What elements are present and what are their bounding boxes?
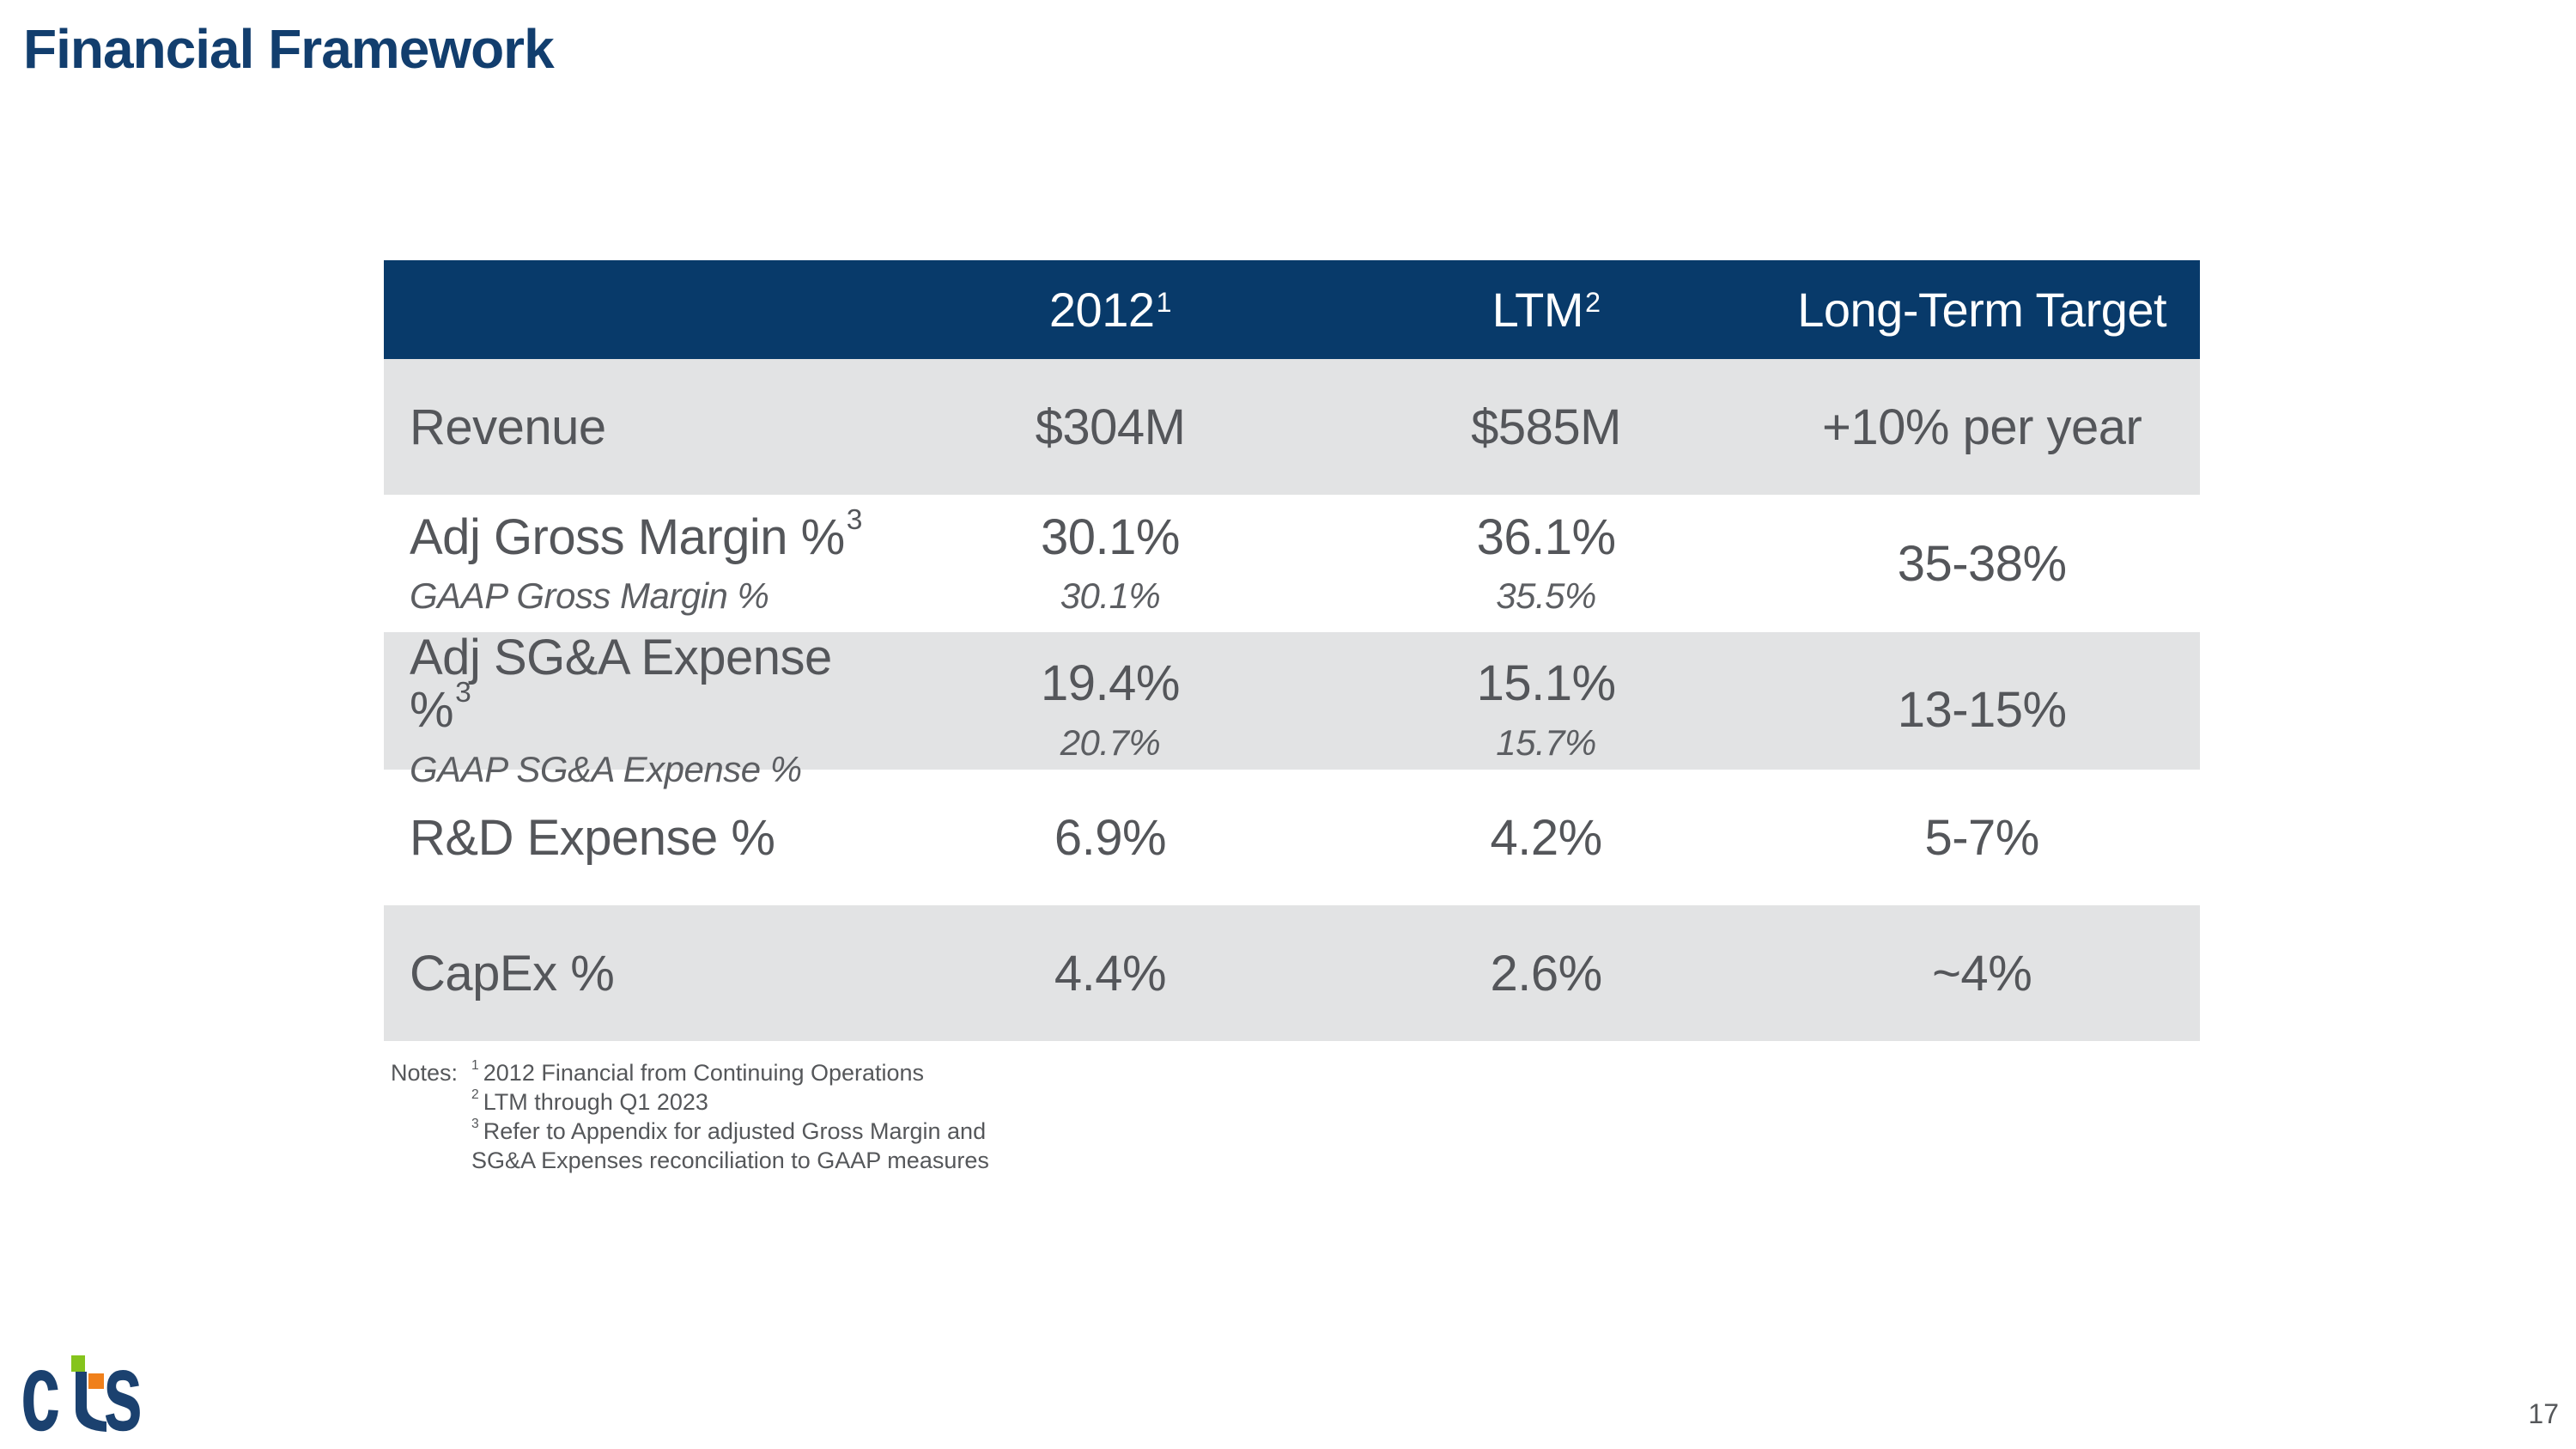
logo-orange-square (88, 1373, 104, 1389)
row-label: R&D Expense % (410, 809, 775, 866)
row-sub-label: GAAP SG&A Expense % (410, 748, 802, 789)
row-label-text: Adj Gross Margin % (410, 508, 845, 565)
value-ltm: 15.1% (1476, 655, 1616, 712)
cts-logo: c s (21, 1330, 143, 1449)
row-label: Revenue (410, 399, 606, 455)
table-row-rd-expense: R&D Expense % 6.9% 4.2% 5-7% (384, 770, 2200, 905)
footnote-3: 3 Refer to Appendix for adjusted Gross Ma… (471, 1117, 1038, 1175)
value-ltm: 36.1% (1476, 508, 1616, 565)
footnote-2-text: LTM through Q1 2023 (483, 1089, 708, 1115)
value-target: 13-15% (1897, 682, 2067, 739)
footnote-2: 2 LTM through Q1 2023 (471, 1087, 1038, 1117)
header-2012-cell: 2012 1 (1048, 283, 1172, 337)
row-label-cell: Adj Gross Margin %3 GAAP Gross Margin % (384, 495, 892, 632)
sub-value-ltm: 15.7% (1496, 722, 1596, 764)
header-target-label: Long-Term Target (1797, 283, 2167, 337)
row-label-footnote-marker: 3 (846, 503, 863, 536)
header-metric-cell (384, 260, 892, 359)
page-title: Financial Framework (23, 18, 555, 80)
row-label: CapEx % (410, 945, 615, 1002)
cts-logo-letters: c s (21, 1330, 143, 1449)
header-target-cell: Long-Term Target (1764, 260, 2200, 359)
value-ltm: $585M (1471, 399, 1621, 455)
value-2012: $304M (1035, 399, 1186, 455)
value-ltm-cell: 15.1% 15.7% (1328, 632, 1765, 788)
table-row-revenue: Revenue $304M $585M +10% per year (384, 359, 2200, 495)
footnote-3-text: Refer to Appendix for adjusted Gross Mar… (471, 1118, 989, 1173)
footnote-1-text: 2012 Financial from Continuing Operation… (483, 1060, 925, 1086)
value-2012: 6.9% (1054, 809, 1167, 866)
row-sub-label: GAAP Gross Margin % (410, 575, 769, 617)
value-2012: 19.4% (1041, 655, 1180, 712)
sub-value-2012: 20.7% (1060, 722, 1161, 764)
financial-table: 2012 1 LTM 2 Long-Term Target Revenue $304… (384, 260, 2200, 1041)
sub-value-ltm: 35.5% (1496, 575, 1596, 617)
value-ltm: 4.2% (1490, 809, 1602, 866)
value-target: 5-7% (1924, 809, 2039, 866)
row-label: Adj Gross Margin %3 (410, 505, 862, 565)
footnote-1: 1 2012 Financial from Continuing Operatio… (471, 1058, 1038, 1087)
row-label-text: Adj SG&A Expense % (410, 630, 832, 738)
value-target: 35-38% (1897, 535, 2067, 592)
table-header-row: 2012 1 LTM 2 Long-Term Target (384, 260, 2200, 359)
footnotes-label: Notes: (391, 1060, 459, 1086)
footnotes-list: 1 2012 Financial from Continuing Operatio… (471, 1058, 1038, 1175)
sub-value-2012: 30.1% (1060, 575, 1161, 617)
value-target: ~4% (1932, 945, 2032, 1002)
value-target: +10% per year (1822, 399, 2142, 455)
row-label: Adj SG&A Expense %3 (410, 630, 892, 738)
table-row-adj-sga-expense: Adj SG&A Expense %3 GAAP SG&A Expense % … (384, 631, 2200, 788)
footnote-2-marker: 2 (471, 1087, 479, 1102)
logo-letter-s: s (103, 1330, 143, 1449)
value-2012-cell: 30.1% 30.1% (892, 495, 1328, 632)
logo-green-square (71, 1355, 85, 1372)
value-ltm: 2.6% (1490, 945, 1602, 1002)
table-row-adj-gross-margin: Adj Gross Margin %3 GAAP Gross Margin % … (384, 495, 2200, 632)
logo-letter-t-stem (76, 1372, 106, 1432)
header-ltm-cell: LTM 2 (1492, 283, 1601, 337)
footnotes: Notes: 1 2012 Financial from Continuing O… (391, 1058, 1038, 1175)
footnote-3-marker: 3 (471, 1116, 479, 1131)
value-2012: 30.1% (1041, 508, 1180, 565)
value-2012-cell: 19.4% 20.7% (892, 632, 1328, 788)
footnote-1-marker: 1 (471, 1057, 479, 1073)
row-label-footnote-marker: 3 (455, 677, 471, 709)
page-number: 17 (2528, 1398, 2559, 1429)
header-ltm-label: LTM (1492, 283, 1584, 337)
logo-letter-c: c (21, 1330, 60, 1449)
value-ltm-cell: 36.1% 35.5% (1328, 495, 1765, 632)
table-row-capex: CapEx % 4.4% 2.6% ~4% (384, 905, 2200, 1041)
row-label-cell: Adj SG&A Expense %3 GAAP SG&A Expense % (384, 630, 892, 789)
value-2012: 4.4% (1054, 945, 1167, 1002)
header-2012-label: 2012 (1048, 283, 1155, 337)
